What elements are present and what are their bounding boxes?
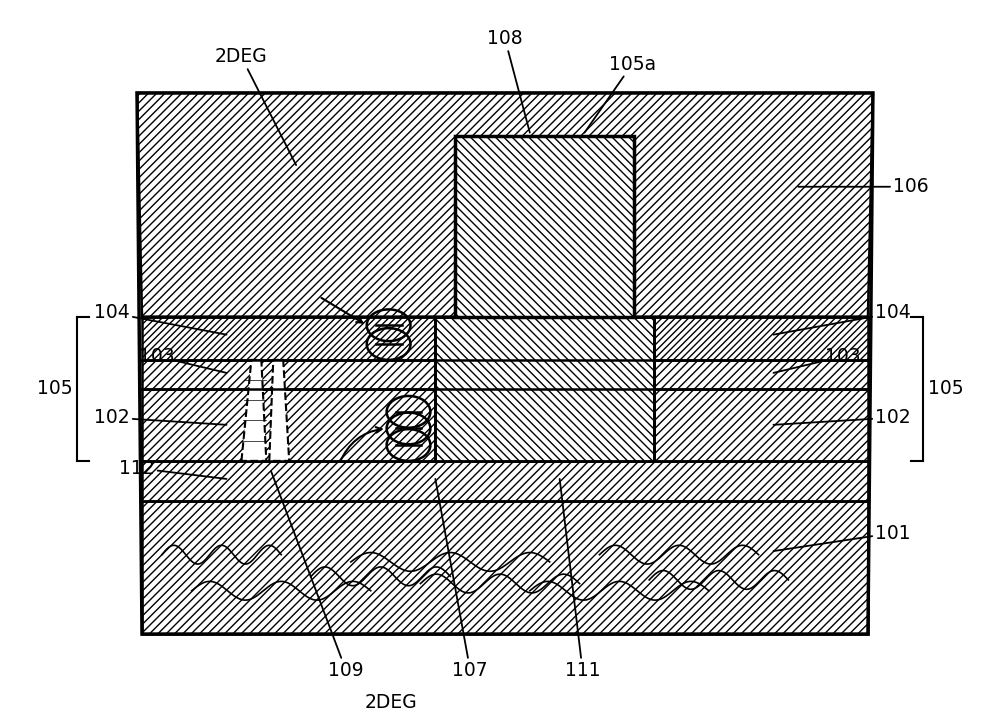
Text: 106: 106 bbox=[798, 177, 928, 196]
Text: 105: 105 bbox=[37, 379, 72, 398]
Text: 102: 102 bbox=[94, 408, 227, 427]
Text: 111: 111 bbox=[560, 479, 600, 680]
Polygon shape bbox=[137, 93, 873, 316]
Bar bbox=[654, 360, 868, 389]
Bar bbox=[654, 316, 868, 360]
Text: 108: 108 bbox=[487, 29, 530, 132]
Text: 105a: 105a bbox=[585, 55, 656, 132]
Text: 2DEG: 2DEG bbox=[215, 47, 296, 165]
Bar bbox=[142, 389, 435, 461]
Bar bbox=[142, 316, 435, 360]
Text: 112: 112 bbox=[119, 459, 227, 479]
Text: 2DEG: 2DEG bbox=[364, 693, 417, 712]
Polygon shape bbox=[142, 461, 868, 501]
Polygon shape bbox=[269, 360, 289, 461]
Polygon shape bbox=[241, 360, 266, 461]
Bar bbox=[435, 316, 654, 461]
Text: 103: 103 bbox=[773, 347, 861, 373]
Bar bbox=[455, 136, 634, 316]
Bar bbox=[142, 360, 435, 389]
Text: 104: 104 bbox=[773, 303, 911, 334]
Text: 105: 105 bbox=[928, 379, 963, 398]
Text: 107: 107 bbox=[435, 479, 488, 680]
Polygon shape bbox=[142, 501, 868, 634]
Text: 101: 101 bbox=[773, 523, 911, 551]
Bar bbox=[455, 136, 634, 316]
Bar bbox=[654, 389, 868, 461]
Text: 102: 102 bbox=[773, 408, 911, 427]
Text: 109: 109 bbox=[271, 472, 364, 680]
Text: 103: 103 bbox=[139, 347, 227, 373]
Text: 104: 104 bbox=[94, 303, 227, 334]
